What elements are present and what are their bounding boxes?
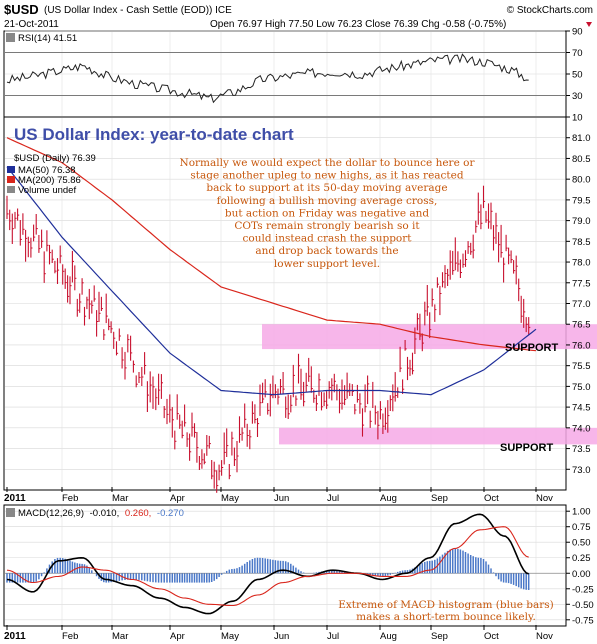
y-tick-label: 79.0 [572,216,591,227]
support-label-lower: SUPPORT [500,442,553,454]
annotation-line: and drop back towards the [255,245,398,257]
month-label: Nov [536,631,553,642]
y-tick-label: 78.0 [572,258,591,269]
chg-down-icon [586,22,592,27]
month-label: May [221,493,239,504]
macd-annotation-2: makes a short-term bounce likely. [356,611,536,623]
y-tick-label: -0.50 [572,600,594,611]
support-label-upper: SUPPORT [505,342,558,354]
y-tick-label: 74.0 [572,423,591,434]
month-label: Sep [431,631,448,642]
y-tick-label: 80.5 [572,154,591,165]
month-label: Jul [327,631,339,642]
y-tick-label: 0.00 [572,569,591,580]
chart-title: US Dollar Index: year-to-date chart [14,125,294,144]
instrument-name: (US Dollar Index - Cash Settle (EOD)) IC… [44,5,232,16]
y-tick-label: 0.25 [572,553,591,564]
y-tick-label: 70 [572,48,583,59]
month-label: Mar [112,631,128,642]
rsi-legend-swatch [6,33,15,42]
annotation-line: following a bullish moving average cross… [217,195,438,207]
annotation-line: could instead crash the support [243,233,413,245]
month-label: Sep [431,493,448,504]
month-label: Feb [62,631,78,642]
annotation-line: back to support at its 50-day moving ave… [206,182,447,194]
rsi-panel: 90 70 50 30 10 RSI(14) 41.51 [3,27,583,124]
month-axis-main: 2011 Feb Mar Apr May Jun Jul Aug Sep Oct Nov [4,487,553,504]
legend-volume: Volume undef [18,185,76,196]
macd-panel: 1.00 0.75 0.50 0.25 0.00 -0.25 -0.50 -0.75 MACD… [3,504,594,627]
legend-ma50: MA(50) 76.38 [18,165,76,176]
month-label: Nov [536,493,553,504]
month-label: Jul [327,493,339,504]
annotation-line: lower support level. [274,258,380,270]
y-tick-label: -0.25 [572,584,594,595]
macd-annotation-1: Extreme of MACD histogram (blue bars) [338,599,554,611]
macd-legend-swatch [6,508,15,517]
month-label: Jun [274,493,289,504]
y-tick-label: 75.0 [572,382,591,393]
annotation-line: but action on Friday was negative and [225,207,430,219]
price-bars [6,185,531,493]
month-axis-macd: 2011 Feb Mar Apr May Jun Jul Aug Sep Oct Nov [4,625,553,642]
rsi-label: RSI(14) 41.51 [18,33,77,44]
y-tick-label: 74.5 [572,403,591,414]
ma200-line [6,137,537,352]
rsi-line [6,53,529,104]
month-label: Mar [112,493,128,504]
y-tick-label: 78.5 [572,237,591,248]
y-tick-label: 76.5 [572,320,591,331]
y-tick-label: 76.0 [572,340,591,351]
price-panel: 81.0 80.5 80.0 79.5 79.0 78.5 78.0 77.5 77.0 76.5… [3,116,597,493]
legend-ma50-swatch [7,166,15,173]
ma50-line [6,166,537,396]
y-tick-label: 75.5 [572,361,591,372]
month-label: Oct [484,631,499,642]
y-tick-label: 73.5 [572,444,591,455]
legend-ma200: MA(200) 75.86 [18,175,81,186]
annotation-text: Normally we would expect the dollar to b… [180,157,476,270]
month-label: Oct [484,493,499,504]
y-tick-label: 0.50 [572,538,591,549]
y-tick-label: 50 [572,70,583,81]
legend-ma200-swatch [7,176,15,183]
annotation-line: COTs remain strongly bearish so it [234,220,420,232]
y-tick-label: 10 [572,113,583,124]
legend-volume-swatch [7,186,15,193]
ohlc-readout: Open 76.97 High 77.50 Low 76.23 Close 76… [210,19,506,30]
brand-label: © StockCharts.com [507,5,593,16]
month-label: Aug [380,631,397,642]
month-label: 2011 [4,493,26,504]
month-label: May [221,631,239,642]
annotation-line: Normally we would expect the dollar to b… [180,157,476,169]
y-tick-label: 0.75 [572,522,591,533]
support-zone-lower [279,427,597,445]
chart-date: 21-Oct-2011 [4,19,59,30]
y-tick-label: 79.5 [572,195,591,206]
y-tick-label: 30 [572,91,583,102]
month-label: Apr [170,631,185,642]
legend-price: $USD (Daily) 76.39 [14,153,96,164]
y-tick-label: 77.5 [572,278,591,289]
month-label: 2011 [4,631,26,642]
y-tick-label: 1.00 [572,507,591,518]
annotation-line: stage another upleg to new highs, as it … [190,170,463,182]
month-label: Aug [380,493,397,504]
y-tick-label: 90 [572,27,583,38]
y-tick-label: 73.0 [572,465,591,476]
y-tick-label: 81.0 [572,133,591,144]
month-label: Jun [274,631,289,642]
month-label: Apr [170,493,185,504]
y-tick-label: 77.0 [572,299,591,310]
macd-signal-line [6,526,529,607]
ticker-symbol: $USD [4,2,39,17]
y-tick-label: -0.75 [572,615,594,626]
macd-label: MACD(12,26,9) -0.010, 0.260, -0.270 [18,508,184,519]
y-tick-label: 80.0 [572,175,591,186]
month-label: Feb [62,493,78,504]
